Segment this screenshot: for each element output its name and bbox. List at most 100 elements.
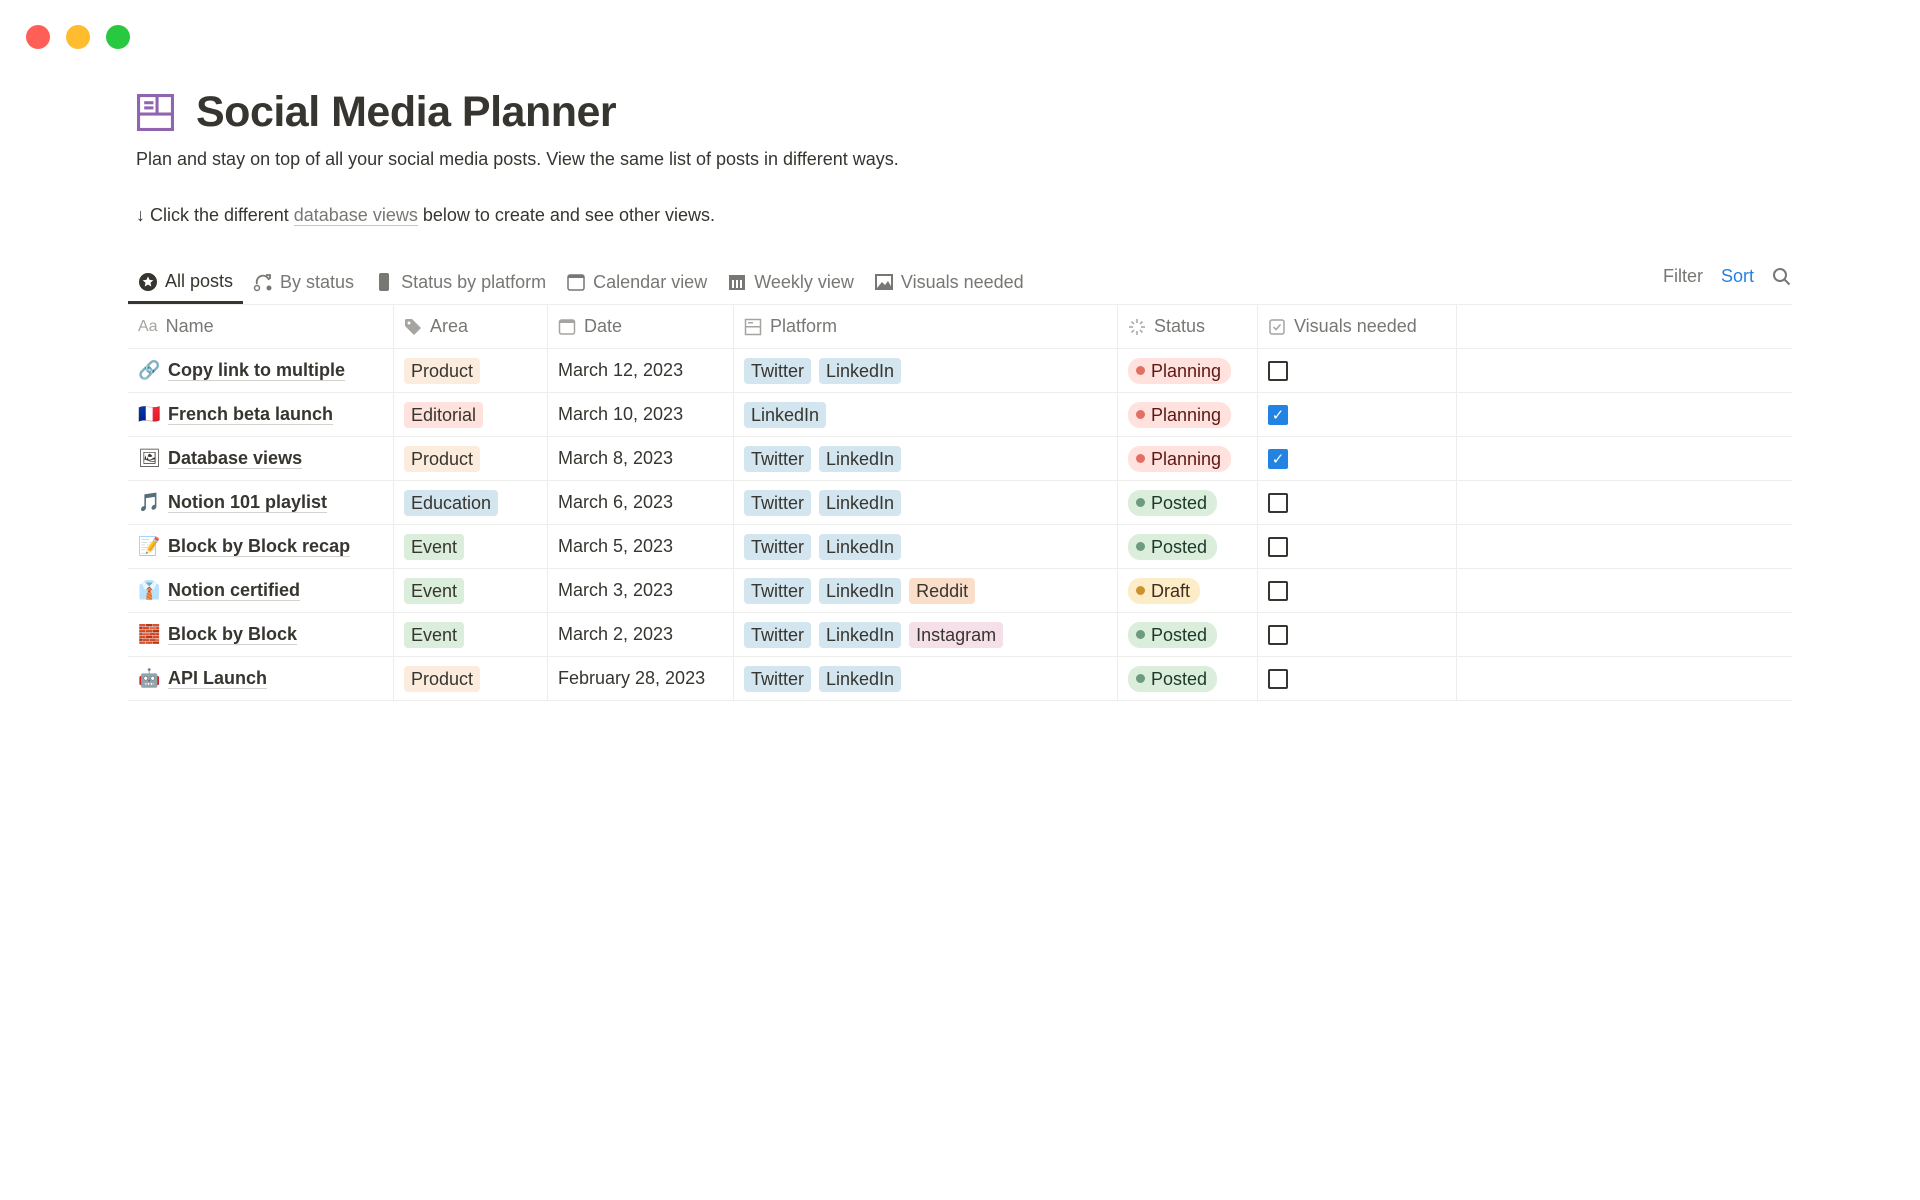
window-minimize-button[interactable]: [66, 25, 90, 49]
date-cell[interactable]: March 2, 2023: [548, 613, 734, 656]
search-icon[interactable]: [1772, 267, 1792, 287]
name-cell[interactable]: 🤖 API Launch: [128, 657, 394, 700]
visuals-needed-checkbox[interactable]: ✓: [1268, 448, 1288, 469]
name-cell[interactable]: 🖼 Database views: [128, 437, 394, 480]
date-cell[interactable]: March 3, 2023: [548, 569, 734, 612]
name-cell[interactable]: 🔗 Copy link to multiple: [128, 349, 394, 392]
area-cell[interactable]: Editorial: [394, 393, 548, 436]
page-emoji-icon: 🖼: [138, 448, 161, 468]
status-cell[interactable]: Posted: [1118, 613, 1258, 656]
date-cell[interactable]: March 12, 2023: [548, 349, 734, 392]
platform-tag: Twitter: [744, 357, 812, 384]
tab-by-status[interactable]: By status: [243, 262, 364, 302]
database-views-link[interactable]: database views: [293, 205, 418, 226]
area-cell[interactable]: Product: [394, 349, 548, 392]
status-cell[interactable]: Planning: [1118, 393, 1258, 436]
column-header-empty: [1457, 305, 1792, 348]
tab-calendar-view[interactable]: Calendar view: [556, 262, 717, 302]
status-cell[interactable]: Planning: [1118, 437, 1258, 480]
status-cell[interactable]: Posted: [1118, 525, 1258, 568]
platform-tag: Reddit: [909, 577, 976, 604]
table-row[interactable]: 🔗 Copy link to multiple Product March 12,…: [128, 349, 1792, 393]
date-cell[interactable]: March 6, 2023: [548, 481, 734, 524]
post-name[interactable]: Block by Block recap: [168, 536, 351, 557]
area-cell[interactable]: Product: [394, 437, 548, 480]
platform-cell[interactable]: Twitter LinkedIn: [734, 525, 1118, 568]
status-cell[interactable]: Posted: [1118, 481, 1258, 524]
table-row[interactable]: 🎵 Notion 101 playlist Education March 6, …: [128, 481, 1792, 525]
table-row[interactable]: 🤖 API Launch Product February 28, 2023 Tw…: [128, 657, 1792, 701]
area-cell[interactable]: Event: [394, 569, 548, 612]
tag-icon: [405, 318, 421, 335]
tab-visuals-needed[interactable]: Visuals needed: [864, 262, 1034, 302]
tab-status-by-platform[interactable]: Status by platform: [364, 262, 556, 302]
status-cell[interactable]: Planning: [1118, 349, 1258, 392]
status-label: Posted: [1151, 624, 1208, 645]
table-row[interactable]: 🧱 Block by Block Event March 2, 2023 Twit…: [128, 613, 1792, 657]
platform-cell[interactable]: Twitter LinkedIn: [734, 657, 1118, 700]
column-header-name[interactable]: Aa Name: [128, 305, 394, 348]
column-header-status[interactable]: Status: [1118, 305, 1258, 348]
sort-button[interactable]: Sort: [1720, 266, 1754, 286]
post-name[interactable]: Notion 101 playlist: [168, 492, 328, 513]
visuals-needed-checkbox[interactable]: [1268, 536, 1288, 557]
visuals-needed-checkbox[interactable]: [1268, 668, 1288, 689]
status-cell[interactable]: Posted: [1118, 657, 1258, 700]
platform-cell[interactable]: Twitter LinkedIn: [734, 437, 1118, 480]
status-dot-icon: [1136, 454, 1145, 463]
status-badge: Posted: [1128, 665, 1218, 692]
visuals-cell: [1258, 569, 1457, 612]
empty-cell: [1457, 393, 1792, 436]
post-name[interactable]: Block by Block: [168, 624, 298, 645]
column-header-platform[interactable]: Platform: [734, 305, 1118, 348]
name-cell[interactable]: 👔 Notion certified: [128, 569, 394, 612]
date-cell[interactable]: March 8, 2023: [548, 437, 734, 480]
name-cell[interactable]: 📝 Block by Block recap: [128, 525, 394, 568]
platform-tag: LinkedIn: [819, 577, 902, 604]
empty-cell: [1457, 437, 1792, 480]
column-header-date[interactable]: Date: [548, 305, 734, 348]
platform-cell[interactable]: Twitter LinkedIn Instagram: [734, 613, 1118, 656]
platform-cell[interactable]: Twitter LinkedIn Reddit: [734, 569, 1118, 612]
column-header-area[interactable]: Area: [394, 305, 548, 348]
post-name[interactable]: Copy link to multiple: [168, 360, 346, 381]
date-cell[interactable]: February 28, 2023: [548, 657, 734, 700]
column-header-visuals-needed[interactable]: Visuals needed: [1258, 305, 1457, 348]
area-cell[interactable]: Event: [394, 613, 548, 656]
visuals-needed-checkbox[interactable]: [1268, 624, 1288, 645]
name-cell[interactable]: 🧱 Block by Block: [128, 613, 394, 656]
name-cell[interactable]: 🎵 Notion 101 playlist: [128, 481, 394, 524]
status-cell[interactable]: Draft: [1118, 569, 1258, 612]
window-maximize-button[interactable]: [106, 25, 130, 49]
post-name[interactable]: Notion certified: [168, 580, 301, 601]
date-cell[interactable]: March 5, 2023: [548, 525, 734, 568]
visuals-needed-checkbox[interactable]: [1268, 360, 1288, 381]
visuals-needed-checkbox[interactable]: [1268, 580, 1288, 601]
area-cell[interactable]: Education: [394, 481, 548, 524]
page-hint: ↓ Click the different database views bel…: [136, 205, 715, 226]
name-cell[interactable]: 🇫🇷 French beta launch: [128, 393, 394, 436]
post-name[interactable]: French beta launch: [168, 404, 334, 425]
area-cell[interactable]: Event: [394, 525, 548, 568]
visuals-needed-checkbox[interactable]: ✓: [1268, 404, 1288, 425]
tab-all-posts[interactable]: All posts: [128, 262, 244, 304]
platform-cell[interactable]: Twitter LinkedIn: [734, 349, 1118, 392]
tab-weekly-view[interactable]: Weekly view: [717, 262, 864, 302]
platform-cell[interactable]: Twitter LinkedIn: [734, 481, 1118, 524]
table-row[interactable]: 👔 Notion certified Event March 3, 2023 Tw…: [128, 569, 1792, 613]
status-dot-icon: [1136, 498, 1145, 507]
visuals-needed-checkbox[interactable]: [1268, 492, 1288, 513]
table-row[interactable]: 🖼 Database views Product March 8, 2023 Tw…: [128, 437, 1792, 481]
window-close-button[interactable]: [26, 25, 50, 49]
area-cell[interactable]: Product: [394, 657, 548, 700]
visuals-cell: ✓: [1258, 437, 1457, 480]
post-name[interactable]: Database views: [168, 448, 303, 469]
platform-cell[interactable]: LinkedIn: [734, 393, 1118, 436]
filter-button[interactable]: Filter: [1662, 266, 1703, 286]
table-row[interactable]: 🇫🇷 French beta launch Editorial March 10,…: [128, 393, 1792, 437]
table-row[interactable]: 📝 Block by Block recap Event March 5, 202…: [128, 525, 1792, 569]
date-cell[interactable]: March 10, 2023: [548, 393, 734, 436]
area-tag: Event: [404, 577, 465, 604]
area-tag: Product: [404, 357, 481, 384]
post-name[interactable]: API Launch: [168, 668, 268, 689]
